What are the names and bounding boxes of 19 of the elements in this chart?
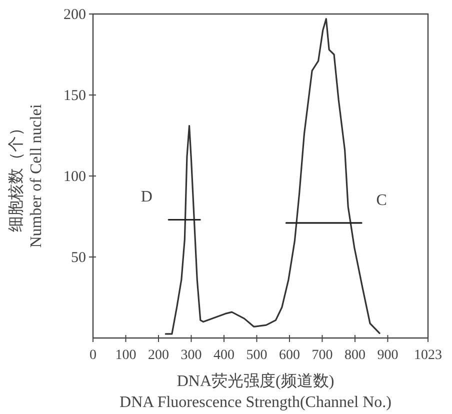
x-tick-label: 1023 xyxy=(414,348,442,363)
x-tick-label: 700 xyxy=(312,348,333,363)
y-axis-title: 细胞核数（个） Number of Cell nuclei xyxy=(7,104,45,248)
x-axis-title: DNA荧光强度(频道数) DNA Fluorescence Strength(Channel No.) xyxy=(120,372,392,411)
y-tick-label: 200 xyxy=(64,7,86,23)
x-tick-label: 100 xyxy=(115,348,136,363)
x-tick-label: 300 xyxy=(180,348,202,363)
x-tick-label: 400 xyxy=(213,348,234,363)
x-tick-label: 0 xyxy=(90,348,96,363)
x-tick-label: 800 xyxy=(344,348,366,363)
y-tick-label: 50 xyxy=(71,250,86,266)
y-tick-label: 100 xyxy=(64,169,86,185)
annotation: D xyxy=(140,188,152,206)
annotation: C xyxy=(376,192,387,209)
x-tick-label: 900 xyxy=(377,348,398,363)
x-tick-label: 200 xyxy=(148,348,169,363)
x-tick-label: 500 xyxy=(246,348,268,363)
y-tick-label: 150 xyxy=(64,88,86,104)
x-tick-label: 600 xyxy=(278,348,300,363)
